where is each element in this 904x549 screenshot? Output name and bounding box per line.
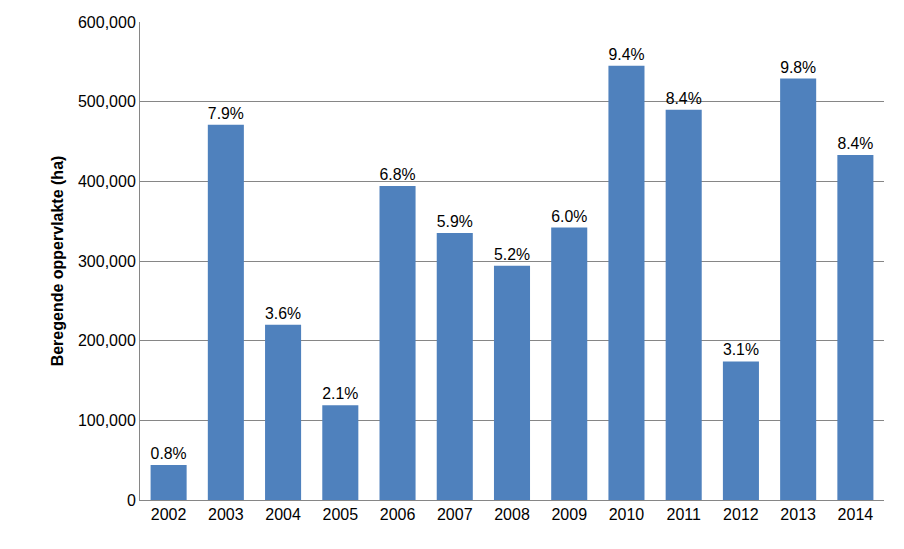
svg-text:8.4%: 8.4% [837, 135, 873, 152]
svg-text:7.9%: 7.9% [208, 105, 244, 122]
svg-text:2006: 2006 [380, 506, 416, 523]
svg-text:5.2%: 5.2% [494, 246, 530, 263]
svg-text:6.0%: 6.0% [551, 208, 587, 225]
svg-text:200,000: 200,000 [78, 332, 136, 349]
svg-text:0.8%: 0.8% [151, 445, 187, 462]
svg-text:2007: 2007 [437, 506, 473, 523]
svg-text:0: 0 [127, 492, 136, 509]
svg-text:2002: 2002 [151, 506, 187, 523]
svg-text:9.4%: 9.4% [608, 46, 644, 63]
svg-text:600,000: 600,000 [78, 14, 136, 31]
svg-text:2011: 2011 [666, 506, 701, 523]
svg-text:2012: 2012 [723, 506, 759, 523]
svg-text:2010: 2010 [609, 506, 645, 523]
svg-text:Beregende oppervlakte (ha): Beregende oppervlakte (ha) [49, 156, 66, 367]
svg-text:2004: 2004 [265, 506, 301, 523]
svg-text:3.6%: 3.6% [265, 305, 301, 322]
svg-text:100,000: 100,000 [78, 412, 136, 429]
svg-text:2.1%: 2.1% [322, 385, 358, 402]
svg-text:9.8%: 9.8% [780, 59, 816, 76]
svg-text:300,000: 300,000 [78, 253, 136, 270]
svg-text:2013: 2013 [780, 506, 816, 523]
svg-text:2008: 2008 [494, 506, 530, 523]
svg-text:8.4%: 8.4% [666, 90, 702, 107]
svg-text:400,000: 400,000 [78, 173, 136, 190]
svg-text:3.1%: 3.1% [723, 341, 759, 358]
svg-text:2009: 2009 [551, 506, 587, 523]
svg-text:500,000: 500,000 [78, 93, 136, 110]
svg-text:2014: 2014 [838, 506, 874, 523]
svg-text:5.9%: 5.9% [437, 213, 473, 230]
svg-text:6.8%: 6.8% [380, 166, 416, 183]
svg-text:2003: 2003 [208, 506, 244, 523]
svg-text:2005: 2005 [323, 506, 359, 523]
